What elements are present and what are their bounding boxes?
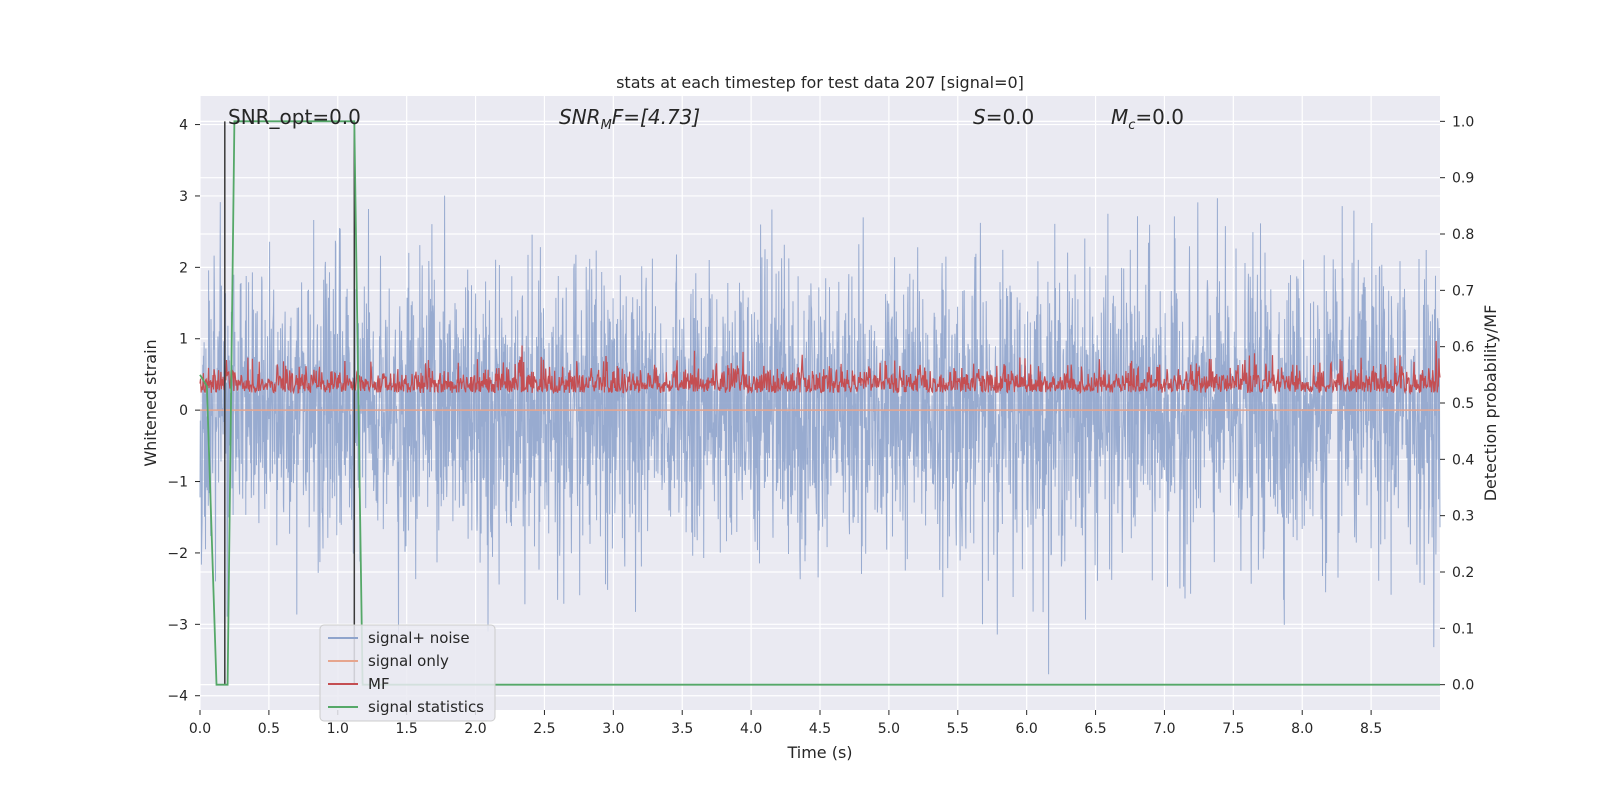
x-tick-label-10: 5.0: [878, 721, 900, 737]
y2-tick-label-2: 0.8: [1452, 227, 1474, 243]
y-tick-label-5: −1: [167, 475, 188, 491]
annotation-s-main: S: [973, 105, 986, 129]
y-ticks: 4 3 2 1 0 −1 −2 −3 −4: [167, 118, 200, 705]
y-tick-label-6: −2: [167, 546, 188, 562]
y2-tick-label-3: 0.7: [1452, 283, 1474, 299]
x-tick-label-12: 6.0: [1016, 721, 1038, 737]
y-tick-label-0: 4: [179, 118, 188, 134]
y2-tick-label-5: 0.5: [1452, 396, 1474, 412]
x-tick-label-3: 1.5: [396, 721, 418, 737]
y2-tick-label-10: 0.0: [1452, 678, 1474, 694]
x-tick-label-15: 7.5: [1222, 721, 1244, 737]
y-tick-label-4: 0: [179, 403, 188, 419]
x-tick-label-7: 3.5: [671, 721, 693, 737]
y2-tick-label-7: 0.3: [1452, 509, 1474, 525]
x-tick-label-6: 3.0: [602, 721, 624, 737]
annotation-s-rest: =0.0: [986, 105, 1035, 129]
x-tick-label-16: 8.0: [1291, 721, 1313, 737]
y2-tick-label-4: 0.6: [1452, 340, 1474, 356]
y2-tick-label-1: 0.9: [1452, 171, 1474, 187]
annotation-snr-mf-sub: M: [601, 118, 612, 133]
y2-tick-label-8: 0.2: [1452, 565, 1474, 581]
x-axis-label: Time (s): [786, 743, 852, 762]
y-tick-label-1: 3: [179, 189, 188, 205]
y-tick-label-2: 2: [179, 260, 188, 276]
y2-tick-label-6: 0.4: [1452, 452, 1474, 468]
y2-axis-label: Detection probability/MF: [1481, 305, 1500, 502]
series-mf: [199, 340, 1441, 395]
annotation-mc-rest: =0.0: [1135, 105, 1184, 129]
legend-label-signal-noise: signal+ noise: [368, 629, 470, 647]
x-tick-label-2: 1.0: [327, 721, 349, 737]
x-tick-label-14: 7.0: [1153, 721, 1175, 737]
annotation-s: S=0.0: [973, 105, 1034, 129]
x-tick-label-9: 4.5: [809, 721, 831, 737]
x-tick-label-0: 0.0: [189, 721, 211, 737]
y-axis-label: Whitened strain: [141, 339, 160, 466]
annotation-snr-mf-rest: F=[4.73]: [612, 105, 700, 129]
legend: signal+ noise signal only MF signal stat…: [319, 624, 496, 722]
x-tick-label-8: 4.0: [740, 721, 762, 737]
legend-box: [319, 624, 496, 722]
annotation-snr-mf-main: SNR: [559, 105, 601, 129]
legend-label-signal-statistics: signal statistics: [368, 698, 484, 716]
annotation-snr-opt: SNR_opt=0.0: [228, 105, 361, 129]
x-tick-label-5: 2.5: [533, 721, 555, 737]
legend-label-signal-only: signal only: [368, 652, 449, 670]
y2-ticks: 1.0 0.9 0.8 0.7 0.6 0.5 0.4 0.3 0.2 0.1 0.0: [1440, 114, 1474, 694]
y-tick-label-7: −3: [167, 617, 188, 633]
x-ticks: 0.0 0.5 1.0 1.5 2.0 2.5 3.0 3.5 4.0 4.5 5.0 5.5 6.0 6…: [189, 710, 1382, 737]
y2-tick-label-0: 1.0: [1452, 114, 1474, 130]
y-tick-label-8: −4: [167, 689, 188, 705]
x-tick-label-17: 8.5: [1360, 721, 1382, 737]
x-tick-label-11: 5.5: [947, 721, 969, 737]
y2-tick-label-9: 0.1: [1452, 621, 1474, 637]
x-tick-label-1: 0.5: [258, 721, 280, 737]
chart-title: stats at each timestep for test data 207…: [616, 73, 1024, 92]
annotation-snr-mf: SNRMF=[4.73]: [559, 105, 700, 133]
y-tick-label-3: 1: [179, 332, 188, 348]
annotation-mc: Mc=0.0: [1111, 105, 1184, 133]
x-tick-label-4: 2.0: [464, 721, 486, 737]
annotation-mc-main: M: [1111, 105, 1128, 129]
x-tick-label-13: 6.5: [1084, 721, 1106, 737]
legend-label-mf: MF: [368, 675, 390, 693]
annotation-mc-sub: c: [1128, 118, 1135, 133]
